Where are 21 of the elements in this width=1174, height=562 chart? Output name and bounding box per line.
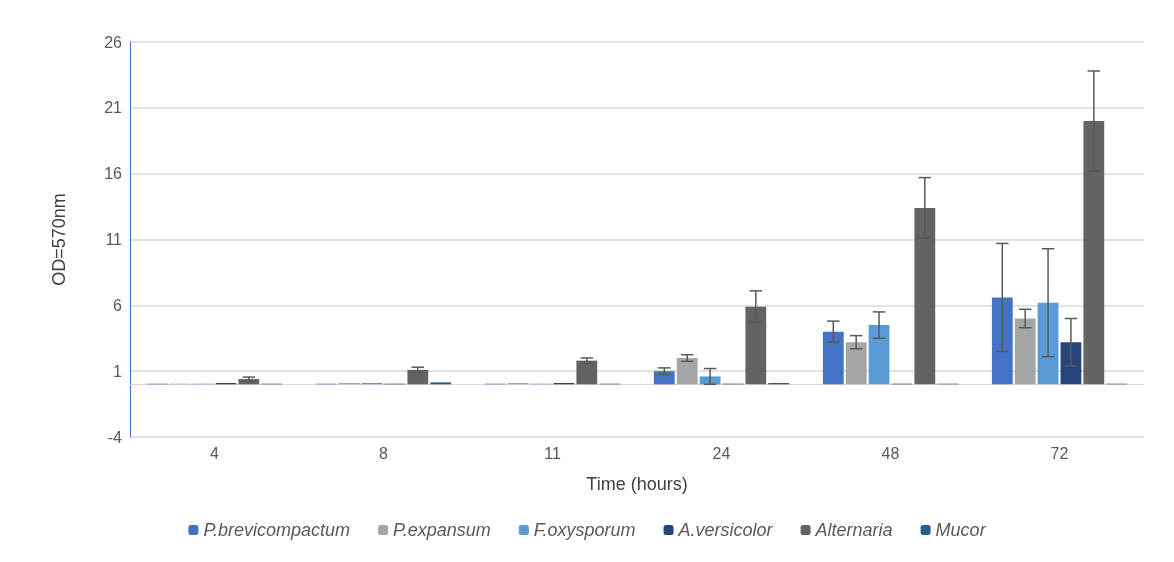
legend-label: P.brevicompactum	[203, 520, 351, 540]
y-tick-label: 6	[113, 296, 123, 314]
legend-label: A.versicolor	[677, 520, 774, 540]
x-tick-label: 72	[1050, 444, 1069, 462]
x-tick-label: 4	[210, 444, 220, 462]
legend-label: F.oxysporum	[533, 520, 636, 540]
x-tick-label: 48	[881, 444, 900, 462]
y-tick-label: 26	[104, 33, 123, 51]
legend-label: Alternaria	[814, 520, 893, 540]
y-tick-label: 16	[104, 165, 123, 183]
legend-label: Mucor	[935, 520, 987, 540]
x-tick-label: 8	[379, 444, 389, 462]
x-tick-label: 24	[712, 444, 731, 462]
y-tick-label: 21	[104, 99, 123, 117]
y-axis-title: OD=570nm	[49, 193, 69, 286]
x-axis-title: Time (hours)	[586, 474, 688, 494]
y-tick-label: 1	[113, 362, 123, 380]
x-tick-label: 11	[544, 444, 561, 462]
legend-label: P.expansum	[393, 520, 491, 540]
y-tick-label: 11	[105, 231, 123, 248]
y-tick-label: -4	[107, 428, 123, 446]
